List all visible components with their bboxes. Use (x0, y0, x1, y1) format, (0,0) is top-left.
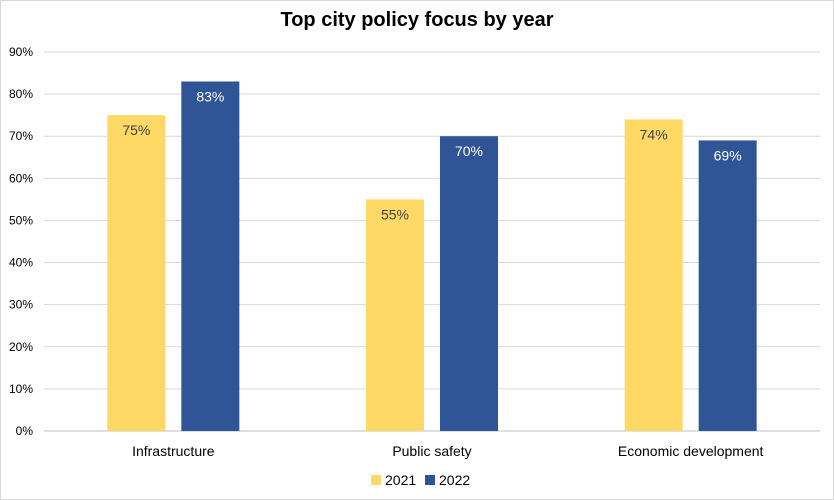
y-tick-label: 0% (16, 424, 34, 438)
legend-swatch (425, 475, 435, 485)
y-tick-label: 40% (9, 256, 33, 270)
bar-2021-1 (366, 199, 424, 431)
bar-2022-0 (181, 81, 240, 431)
y-tick-label: 30% (9, 298, 33, 312)
bar-2021-0 (107, 115, 166, 432)
bar-2022-1 (440, 136, 498, 431)
bar-2021-2 (624, 119, 683, 431)
y-tick-label: 90% (9, 45, 33, 59)
y-tick-label: 20% (9, 340, 33, 354)
data-label: 74% (640, 126, 668, 142)
legend-label: 2021 (385, 472, 416, 488)
data-label: 75% (122, 122, 150, 138)
y-tick-label: 10% (9, 382, 33, 396)
data-label: 55% (381, 206, 409, 222)
legend-label: 2022 (439, 472, 470, 488)
x-tick-label: Public safety (392, 443, 471, 459)
data-label: 70% (455, 143, 483, 159)
x-tick-label: Infrastructure (132, 443, 215, 459)
x-tick-label: Economic development (618, 443, 764, 459)
y-tick-label: 50% (9, 213, 33, 227)
bar-2022-2 (698, 140, 757, 431)
y-tick-label: 60% (9, 171, 33, 185)
chart-title: Top city policy focus by year (280, 9, 554, 31)
data-label: 83% (196, 88, 224, 104)
legend-swatch (371, 475, 381, 485)
y-tick-label: 80% (9, 87, 33, 101)
data-label: 69% (714, 147, 742, 163)
y-tick-label: 70% (9, 129, 33, 143)
